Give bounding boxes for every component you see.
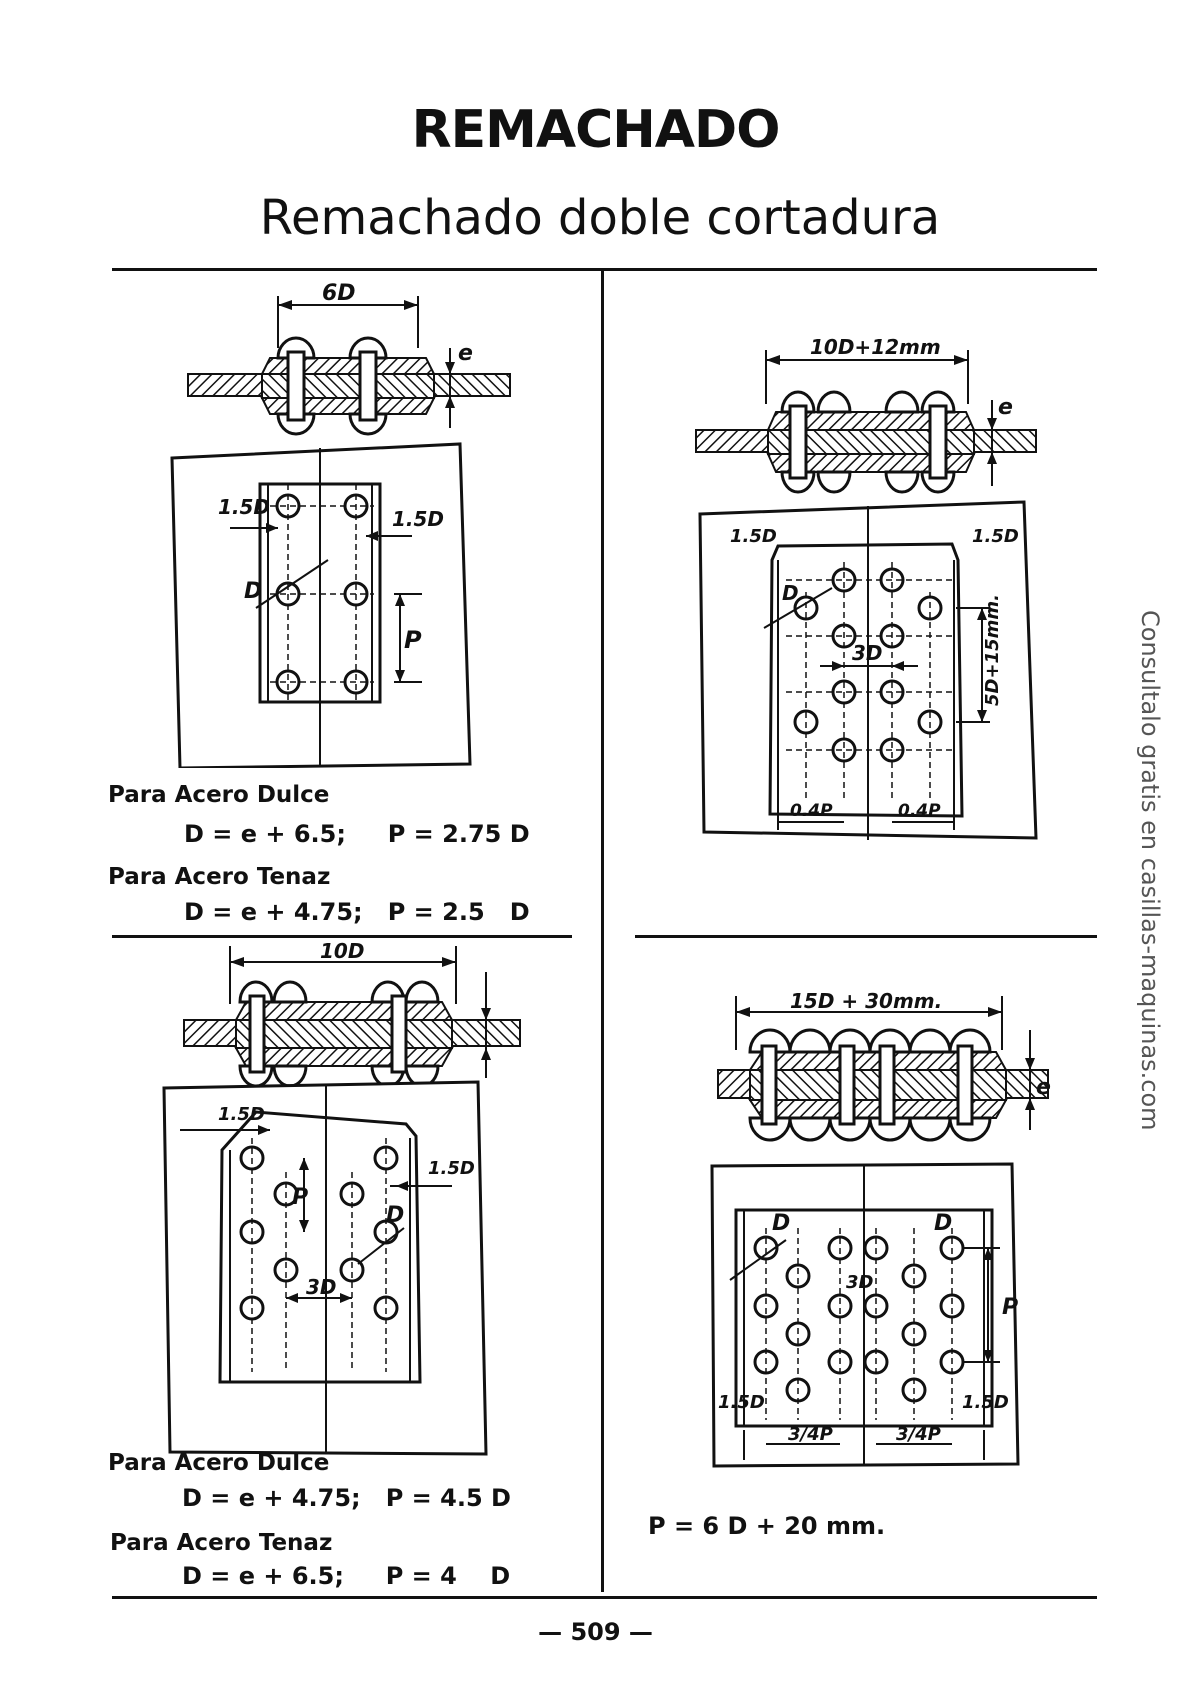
bl-formula-tenaz: D = e + 6.5; P = 4 D xyxy=(182,1562,511,1590)
top-rule xyxy=(112,268,1097,271)
page-subtitle: Remachado doble cortadura xyxy=(259,190,941,246)
mid-rule-right xyxy=(635,935,1097,938)
dim-10d12: 10D+12mm xyxy=(810,335,941,359)
center-divider xyxy=(601,270,604,1592)
dim-15d-r-bl: 1.5D xyxy=(428,1158,475,1179)
dim-e-br: e xyxy=(1036,1075,1051,1100)
dim-15d-left: 1.5D xyxy=(218,495,270,519)
watermark: Consultalo gratis en casillas-maquinas.c… xyxy=(1136,610,1180,1210)
dim-d-bl: D xyxy=(386,1203,404,1228)
dim-15d-l-br: 1.5D xyxy=(718,1392,765,1413)
dim-10d: 10D xyxy=(320,942,364,963)
dim-d-tr: D xyxy=(782,581,799,605)
page-title: REMACHADO xyxy=(411,100,781,160)
tl-formula-tenaz: D = e + 4.75; P = 2.5 D xyxy=(184,898,530,926)
dim-p-br: P xyxy=(1002,1295,1018,1320)
dim-15d-l-tr: 1.5D xyxy=(730,526,777,547)
diagram-top-right: 10D+12mm e 1.5D 1.5D D 3D xyxy=(690,330,1070,850)
dim-e-tr: e xyxy=(998,395,1013,420)
dim-04p-l: 0.4P xyxy=(790,801,833,821)
dim-34p-r: 3/4P xyxy=(896,1424,941,1445)
dim-3d-tr: 3D xyxy=(852,641,883,665)
dim-6d: 6D xyxy=(322,281,356,306)
page-number: — 509 — xyxy=(538,1618,653,1646)
bl-label-dulce: Para Acero Dulce xyxy=(108,1450,330,1476)
diagram-top-left: 6D e 1.5D 1.5D D P xyxy=(160,278,560,768)
dim-p-bl: P xyxy=(292,1185,308,1210)
dim-04p-r: 0.4P xyxy=(898,801,941,821)
br-formula: P = 6 D + 20 mm. xyxy=(648,1512,886,1540)
diagram-bottom-left: 10D 1.5D 1.5D P D 3D xyxy=(160,942,580,1462)
diagram-bottom-right: 15D + 30mm. e D D 3D P 1.5D xyxy=(700,990,1100,1480)
dim-3d-bl: 3D xyxy=(306,1275,337,1299)
dim-p: P xyxy=(404,626,422,654)
dim-15d30: 15D + 30mm. xyxy=(790,990,942,1013)
dim-15d-right: 1.5D xyxy=(392,507,444,531)
dim-e: e xyxy=(458,341,473,366)
watermark-text: Consultalo gratis en casillas-maquinas.c… xyxy=(1136,610,1164,1131)
dim-5d15: 5D+15mm. xyxy=(982,594,1003,706)
dim-15d-l-bl: 1.5D xyxy=(218,1104,265,1125)
tl-label-dulce: Para Acero Dulce xyxy=(108,782,330,808)
dim-d-br-r: D xyxy=(934,1211,952,1236)
bl-label-tenaz: Para Acero Tenaz xyxy=(110,1530,333,1556)
tl-label-tenaz: Para Acero Tenaz xyxy=(108,864,331,890)
bottom-rule xyxy=(112,1596,1097,1599)
dim-3d-br: 3D xyxy=(846,1272,874,1293)
bl-formula-dulce: D = e + 4.75; P = 4.5 D xyxy=(182,1484,511,1512)
dim-d-br-l: D xyxy=(772,1211,790,1236)
dim-15d-r-br: 1.5D xyxy=(962,1392,1009,1413)
mid-rule-left xyxy=(112,935,572,938)
dim-d: D xyxy=(244,579,262,604)
tl-formula-dulce: D = e + 6.5; P = 2.75 D xyxy=(184,820,530,848)
dim-15d-r-tr: 1.5D xyxy=(972,526,1019,547)
dim-34p-l: 3/4P xyxy=(788,1424,833,1445)
